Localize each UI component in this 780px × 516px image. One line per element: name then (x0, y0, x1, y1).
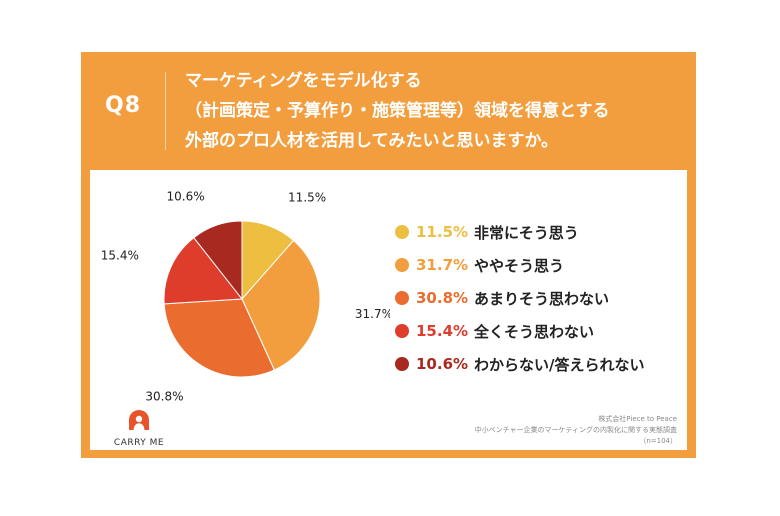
pie-chart: 11.5% 31.7% 30.8% 15.4% 10.6% (101, 190, 390, 404)
question-text: マーケティングをモデル化する （計画策定・予算作り・施策管理等）領域を得意とする… (185, 66, 685, 156)
legend-value: 30.8% (416, 289, 469, 307)
legend-dot (395, 258, 409, 272)
survey-card: Q8 マーケティングをモデル化する （計画策定・予算作り・施策管理等）領域を得意… (81, 52, 696, 458)
carry-me-logo: CARRY ME (104, 408, 174, 448)
legend-dot (395, 357, 409, 371)
legend-item: 30.8% あまりそう思わない (395, 286, 685, 310)
legend-dot (395, 291, 409, 305)
legend-value: 15.4% (416, 322, 469, 340)
slice-value-label: 31.7% (355, 307, 390, 321)
question-line: マーケティングをモデル化する (185, 71, 422, 91)
pie-slice (241, 239, 321, 371)
question-line: （計画策定・予算作り・施策管理等）領域を得意とする (185, 101, 610, 121)
credit-line: 中小ベンチャー企業のマーケティングの内製化に関する実態調査 (474, 426, 677, 434)
person-arch-icon (129, 410, 149, 430)
credit-line: 株式会社Piece to Peace (598, 415, 677, 423)
legend-item: 11.5% 非常にそう思う (395, 220, 685, 244)
legend-dot (395, 225, 409, 239)
header-divider (165, 72, 166, 150)
legend-label: わからない/答えられない (474, 355, 645, 374)
legend-item: 31.7% ややそう思う (395, 253, 685, 277)
chart-panel: 11.5% 31.7% 30.8% 15.4% 10.6% 11.5% 非常にそう思う 31… (90, 170, 687, 450)
slice-value-label: 11.5% (288, 191, 326, 205)
legend-value: 11.5% (416, 223, 469, 241)
chart-legend: 11.5% 非常にそう思う 31.7% ややそう思う 30.8% あまりそう思わない 15.… (395, 220, 685, 385)
slice-value-label: 15.4% (101, 248, 139, 262)
pie-slice (193, 220, 243, 301)
question-line: 外部のプロ人材を活用してみたいと思いますか。 (185, 131, 559, 151)
legend-label: 非常にそう思う (474, 223, 579, 242)
legend-item: 15.4% 全くそう思わない (395, 319, 685, 343)
pie-slice (163, 236, 243, 305)
question-header: Q8 マーケティングをモデル化する （計画策定・予算作り・施策管理等）領域を得意… (81, 52, 696, 170)
legend-value: 10.6% (416, 355, 469, 373)
legend-value: 31.7% (416, 256, 469, 274)
slice-value-label: 10.6% (167, 190, 205, 204)
legend-dot (395, 324, 409, 338)
legend-label: 全くそう思わない (474, 322, 595, 341)
slice-value-label: 30.8% (145, 389, 183, 403)
legend-label: ややそう思う (474, 256, 565, 275)
credit-line: （n=104） (639, 437, 677, 445)
legend-item: 10.6% わからない/答えられない (395, 352, 685, 376)
survey-credit: 株式会社Piece to Peace 中小ベンチャー企業のマーケティングの内製化… (475, 414, 677, 447)
legend-label: あまりそう思わない (474, 289, 610, 308)
question-number: Q8 (105, 93, 142, 118)
logo-text: CARRY ME (113, 438, 165, 448)
pie-slice (163, 298, 275, 378)
